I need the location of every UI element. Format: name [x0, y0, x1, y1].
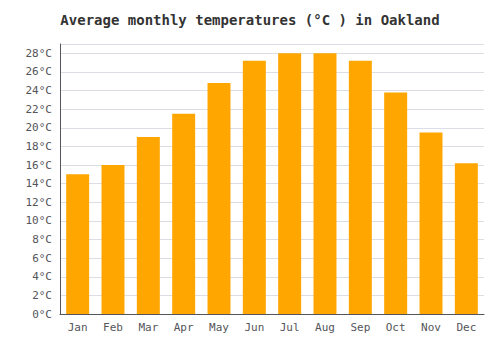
svg-text:22°C: 22°C	[26, 103, 53, 116]
svg-text:2°C: 2°C	[32, 289, 52, 302]
svg-text:Aug: Aug	[315, 321, 335, 334]
svg-text:24°C: 24°C	[26, 84, 53, 97]
svg-text:18°C: 18°C	[26, 140, 53, 153]
svg-text:4°C: 4°C	[32, 270, 52, 283]
svg-text:Jul: Jul	[280, 321, 300, 334]
svg-text:6°C: 6°C	[32, 252, 52, 265]
svg-text:28°C: 28°C	[26, 47, 53, 60]
svg-text:20°C: 20°C	[26, 121, 53, 134]
svg-text:14°C: 14°C	[26, 177, 53, 190]
svg-text:Feb: Feb	[103, 321, 123, 334]
svg-text:Sep: Sep	[350, 321, 370, 334]
svg-text:Jun: Jun	[244, 321, 264, 334]
svg-text:Oct: Oct	[386, 321, 406, 334]
svg-text:16°C: 16°C	[26, 159, 53, 172]
svg-text:8°C: 8°C	[32, 233, 52, 246]
svg-text:10°C: 10°C	[26, 214, 53, 227]
svg-text:12°C: 12°C	[26, 196, 53, 209]
svg-text:0°C: 0°C	[32, 308, 52, 321]
svg-text:Nov: Nov	[421, 321, 441, 334]
svg-text:May: May	[209, 321, 229, 334]
svg-text:Jan: Jan	[68, 321, 88, 334]
svg-text:Mar: Mar	[138, 321, 158, 334]
svg-text:Average monthly temperatures (: Average monthly temperatures (°C ) in Oa…	[60, 12, 439, 28]
svg-text:Dec: Dec	[456, 321, 476, 334]
svg-text:26°C: 26°C	[26, 65, 53, 78]
svg-text:Apr: Apr	[174, 321, 194, 334]
